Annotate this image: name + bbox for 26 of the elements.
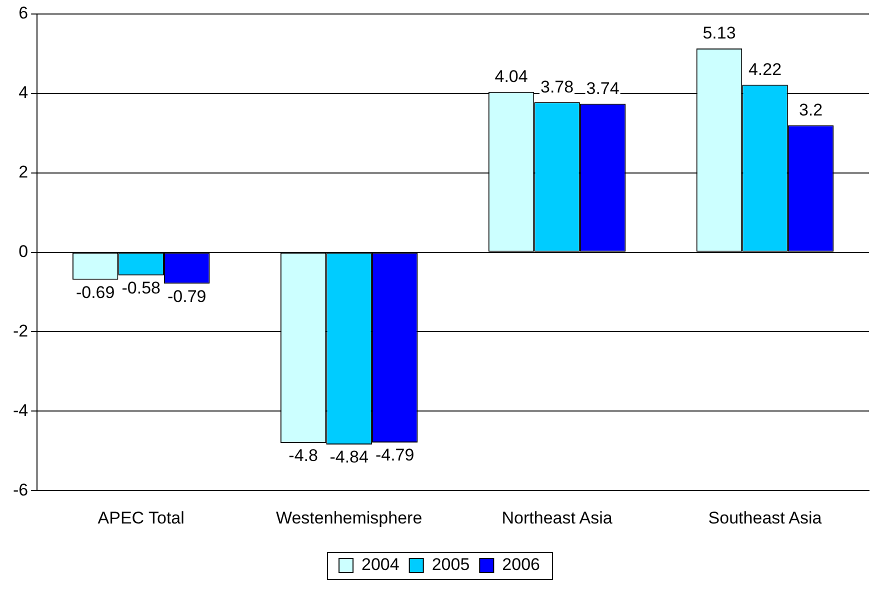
data-label: -0.69 <box>76 282 115 302</box>
data-label: 3.74 <box>586 78 620 98</box>
data-label: 3.2 <box>798 100 823 120</box>
y-tick-label: 4 <box>18 83 28 102</box>
data-label: -4.79 <box>375 446 414 465</box>
data-label: -0.79 <box>167 286 206 306</box>
y-tick-label: 2 <box>18 162 28 182</box>
data-label: 3.78 <box>540 77 574 96</box>
x-tick-label: Westenhemisphere <box>276 508 422 528</box>
x-tick-label: Southeast Asia <box>708 508 822 528</box>
y-tick-label: 0 <box>18 242 28 261</box>
y-tick-label: -4 <box>12 400 28 420</box>
data-label: 4.22 <box>748 60 782 79</box>
data-label: -4.8 <box>288 446 318 466</box>
data-label: 4.04 <box>494 67 528 86</box>
data-label: 5.13 <box>702 24 736 43</box>
y-tick-label: -6 <box>12 480 28 500</box>
legend-label: 2004 <box>362 555 400 574</box>
x-tick-label: Northeast Asia <box>502 508 613 528</box>
y-tick-label: 6 <box>18 4 28 23</box>
x-tick-label: APEC Total <box>98 508 184 528</box>
data-label: -4.84 <box>330 448 368 467</box>
legend-label: 2006 <box>502 555 540 574</box>
data-label: -0.58 <box>122 278 160 298</box>
y-tick-label: -2 <box>12 321 28 340</box>
legend-label: 2005 <box>432 555 470 574</box>
